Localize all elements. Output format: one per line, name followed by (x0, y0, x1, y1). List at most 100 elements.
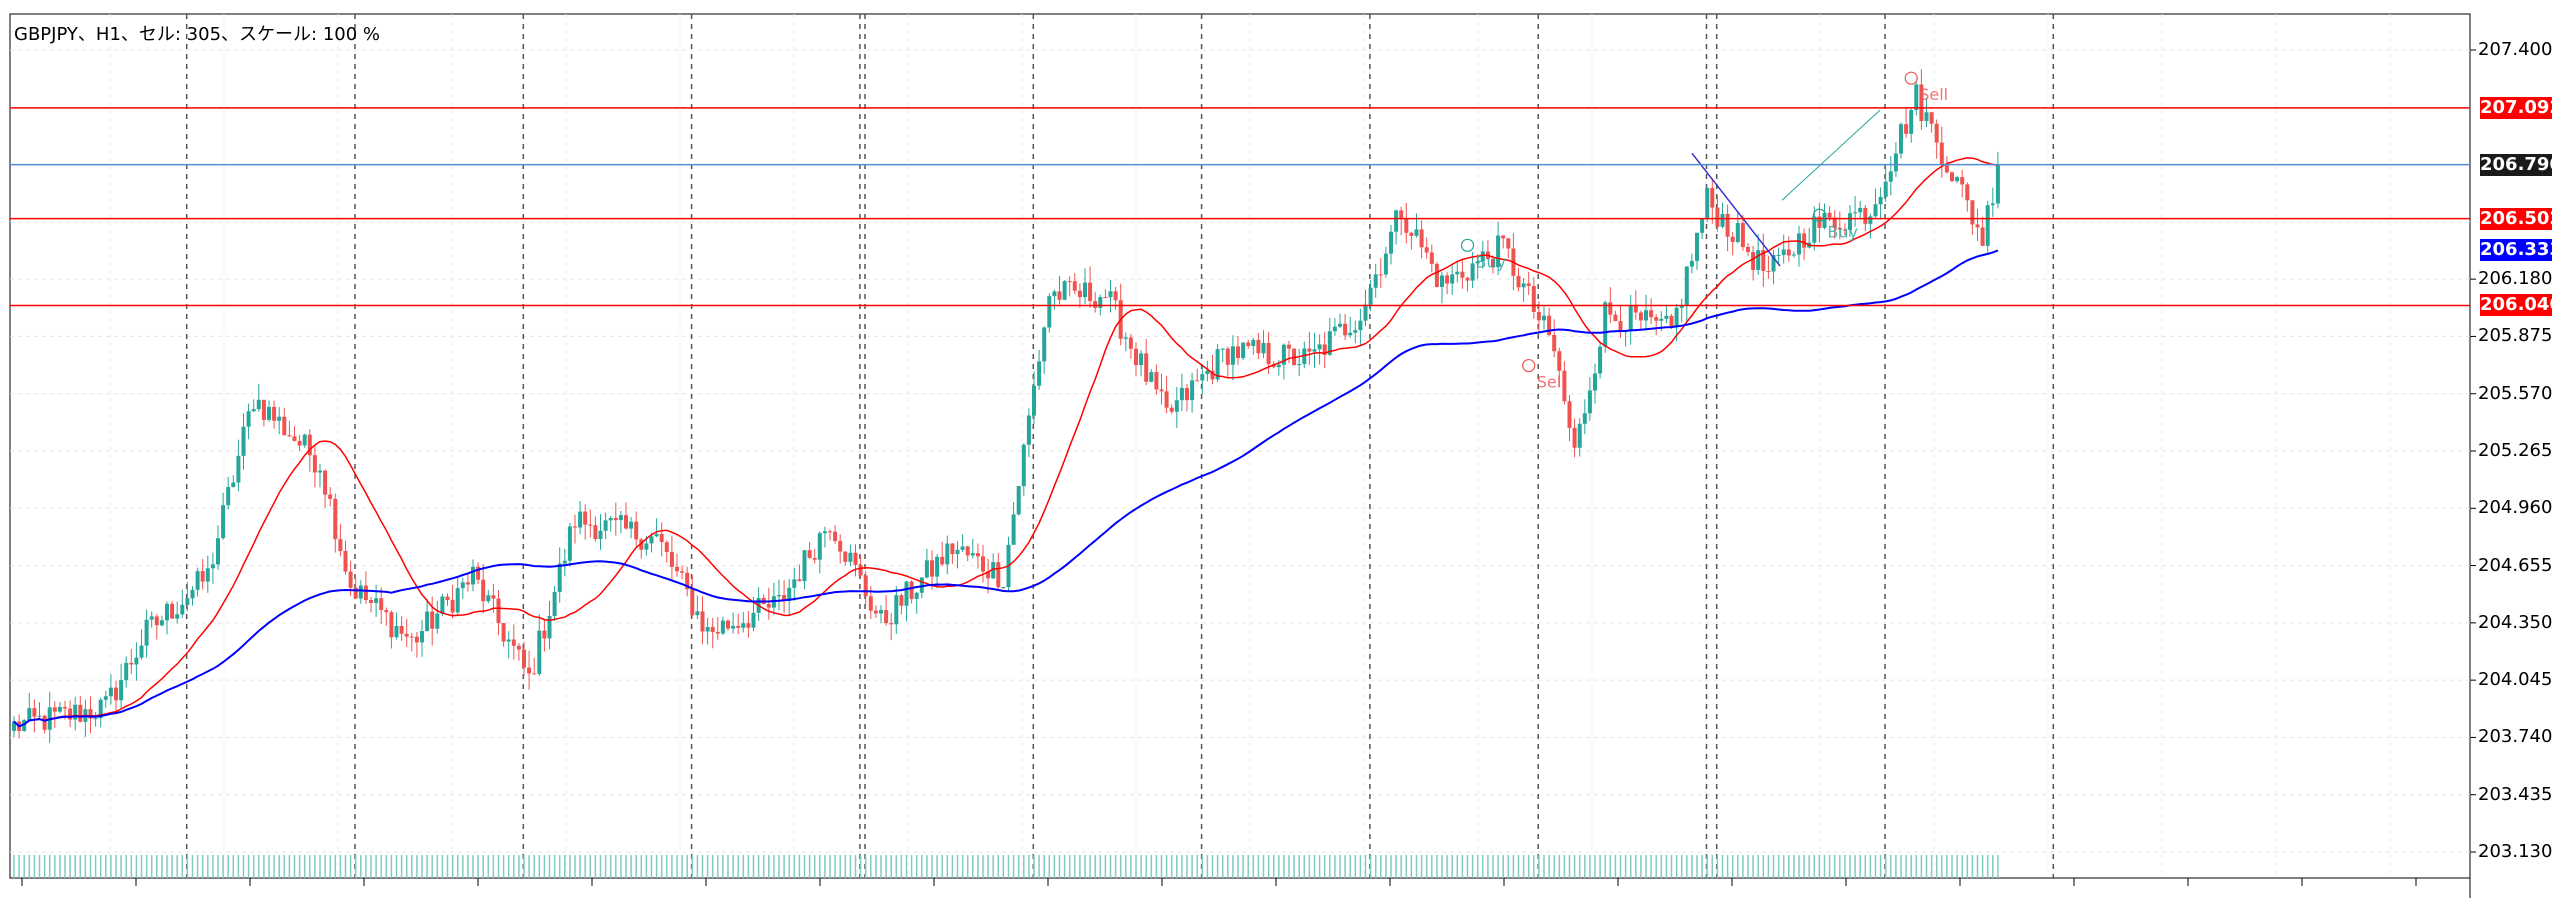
candle-body (873, 610, 878, 614)
candle-body (221, 505, 226, 539)
candle-body (1169, 407, 1174, 412)
price-tag-current: 206.790 (2480, 153, 2560, 176)
candle-body (1689, 260, 1694, 267)
candle-body (1756, 250, 1761, 270)
candle-body (649, 536, 654, 544)
candle-body (185, 598, 190, 605)
candle-body (1093, 301, 1098, 308)
candle-body (710, 626, 715, 632)
candle-body (807, 550, 812, 559)
candle-body (1159, 389, 1164, 392)
candle-body (884, 610, 889, 624)
candle-body (1567, 401, 1572, 428)
candle-body (358, 585, 363, 599)
candle-body (1322, 344, 1327, 355)
candle-body (1904, 124, 1909, 134)
candle-body (996, 562, 1001, 588)
candle-body (863, 575, 868, 597)
candle-body (165, 603, 169, 621)
price-axis-tick-label: 204.045 (2478, 669, 2553, 691)
candle-body (1664, 315, 1669, 319)
candle-body (557, 563, 562, 592)
candle-body (261, 399, 266, 420)
candle-body (1542, 315, 1546, 321)
candle-body (57, 706, 62, 712)
candle-body (175, 614, 180, 619)
candle-body (1409, 232, 1414, 236)
candle-body (1888, 171, 1893, 182)
buy-annotation-label: Buy (1827, 222, 1858, 241)
candle-body (1215, 349, 1220, 380)
candle-body (1628, 305, 1633, 331)
price-tag-level: 206.502 (2480, 207, 2560, 230)
candle-body (1174, 400, 1179, 412)
candle-body (1858, 207, 1863, 213)
price-tag-ma: 206.333 (2480, 239, 2560, 262)
candle-body (537, 630, 542, 674)
candle-body (1200, 374, 1205, 381)
candle-body (98, 699, 103, 719)
candle-body (1419, 229, 1424, 248)
candle-body (287, 435, 292, 437)
candle-body (787, 587, 792, 602)
candle-body (700, 611, 705, 632)
candle-body (1822, 212, 1827, 228)
candle-body (853, 552, 858, 565)
price-axis-tick-label: 207.400 (2478, 39, 2553, 60)
candle-body (1021, 444, 1026, 487)
candle-body (1552, 334, 1557, 352)
candle-body (1501, 235, 1506, 239)
candle-body (1424, 247, 1429, 253)
candle-body (1883, 181, 1888, 197)
candle-body (1353, 330, 1358, 333)
candle-body (1190, 380, 1195, 401)
candle-body (1975, 224, 1980, 228)
candle-body (1536, 311, 1541, 321)
candle-body (414, 636, 419, 643)
candle-body (1011, 514, 1016, 545)
candle-body (1297, 364, 1302, 366)
candle-body (455, 588, 460, 613)
price-axis-tick-label: 204.350 (2478, 611, 2553, 633)
candle-body (1266, 342, 1271, 365)
candle-body (1394, 210, 1399, 232)
candle-body (379, 598, 384, 611)
candle-body (114, 687, 118, 701)
candle-body (491, 595, 496, 599)
candle-body (675, 566, 679, 572)
candle-body (1455, 271, 1460, 275)
candle-body (425, 611, 430, 632)
candle-body (1496, 235, 1501, 268)
candle-body (1327, 331, 1332, 355)
candle-body (37, 715, 42, 717)
candle-body (1521, 283, 1526, 288)
candle-body (1230, 346, 1235, 365)
candle-body (1225, 348, 1230, 365)
candle-body (1684, 266, 1689, 306)
candle-body (1465, 277, 1470, 281)
candle-body (256, 399, 261, 410)
candle-body (450, 600, 455, 613)
candle-body (1332, 326, 1337, 332)
candle-body (1771, 255, 1776, 272)
plot-frame (9, 13, 2471, 879)
candle-body (1746, 246, 1750, 253)
candle-body (1562, 370, 1567, 402)
candle-body (1123, 337, 1128, 339)
candle-body (210, 564, 215, 569)
candle-body (644, 543, 649, 550)
candle-body (1052, 291, 1057, 297)
candle-body (460, 582, 465, 589)
candle-body (695, 611, 700, 616)
candle-body (828, 531, 832, 533)
candle-body (1445, 275, 1450, 284)
candle-body (139, 645, 144, 658)
candle-body (659, 533, 664, 543)
candle-body (639, 539, 644, 550)
candle-body (919, 577, 924, 593)
candle-body (1705, 188, 1710, 220)
candle-body (1802, 233, 1807, 248)
candle-body (1950, 172, 1954, 182)
